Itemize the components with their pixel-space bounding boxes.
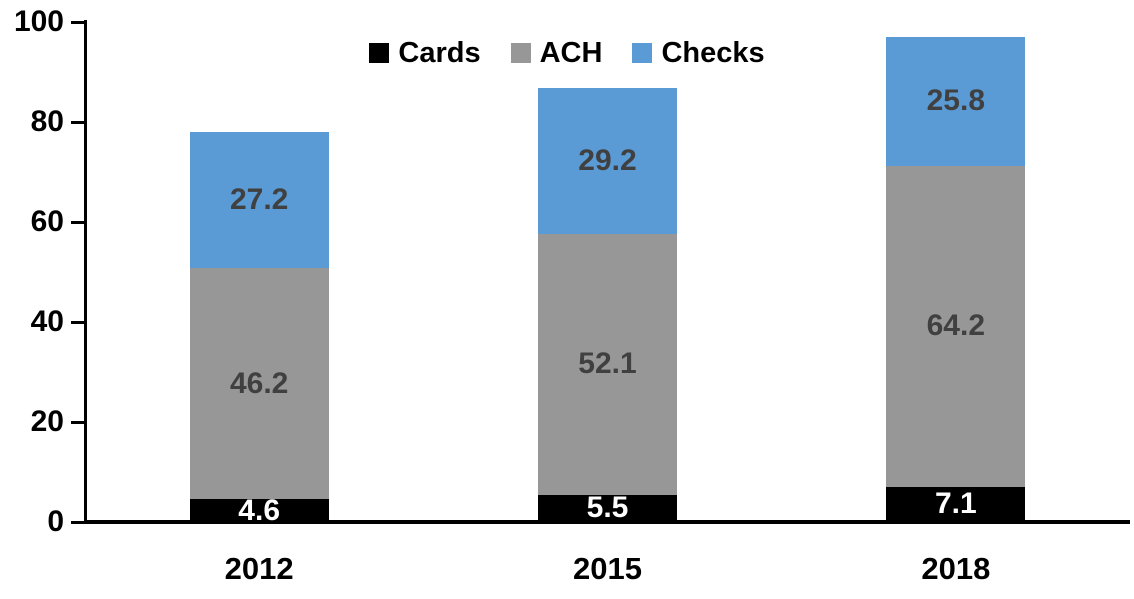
bar-value-label: 46.2 (229, 366, 289, 400)
y-axis-tick-label: 80 (30, 105, 64, 138)
bar-segment-checks-2018: 25.8 (886, 36, 1026, 166)
y-axis-tick (71, 220, 84, 224)
y-axis-tick-label: 20 (30, 405, 64, 438)
bar-segment-checks-2012: 27.2 (189, 132, 329, 268)
x-axis-label: 2012 (224, 551, 294, 586)
x-axis-label: 2015 (573, 551, 642, 586)
legend-item-cards: Cards (369, 37, 481, 69)
y-axis-tick (71, 20, 84, 24)
bar-segment-ach-2012: 46.2 (189, 268, 329, 499)
bar-segment-checks-2015: 29.2 (538, 88, 677, 234)
y-axis-tick-label: 60 (30, 205, 64, 238)
legend-swatch-cards-icon (369, 43, 390, 63)
y-axis-tick-label: 100 (13, 5, 64, 38)
y-axis-tick-label: 0 (47, 505, 64, 538)
bar-value-label: 7.1 (934, 487, 977, 521)
x-axis-label: 2018 (921, 551, 991, 586)
bar-segment-ach-2015: 52.1 (538, 234, 677, 495)
bar-value-label: 64.2 (926, 309, 986, 342)
y-axis-tick (71, 120, 84, 124)
bar-value-label: 27.2 (229, 183, 289, 216)
legend-label-cards: Cards (398, 37, 481, 69)
bar-value-label: 25.8 (926, 84, 986, 117)
legend-item-checks: Checks (632, 37, 765, 69)
bar-segment-ach-2018: 64.2 (886, 165, 1026, 487)
bar-value-label: 52.1 (578, 347, 637, 381)
legend: Cards ACH Checks (0, 38, 1134, 68)
y-axis-tick (71, 520, 84, 524)
y-axis-line (84, 20, 87, 524)
bar-segment-cards-2012: 4.6 (189, 495, 329, 525)
y-axis-tick (71, 320, 84, 324)
bar-value-label: 29.2 (578, 144, 637, 177)
y-axis-tick-label: 40 (30, 305, 64, 338)
bar-segment-cards-2018: 7.1 (886, 486, 1026, 522)
legend-swatch-ach-icon (510, 43, 531, 63)
legend-swatch-checks-icon (632, 43, 653, 63)
legend-label-checks: Checks (661, 37, 765, 69)
bar-value-label: 5.5 (586, 491, 629, 525)
x-axis-line (84, 520, 1130, 524)
bar-segment-cards-2015: 5.5 (538, 491, 677, 525)
y-axis-tick (71, 420, 84, 424)
bar-value-label: 4.6 (238, 493, 281, 527)
legend-label-ach: ACH (539, 37, 603, 69)
legend-item-ach: ACH (510, 37, 603, 69)
